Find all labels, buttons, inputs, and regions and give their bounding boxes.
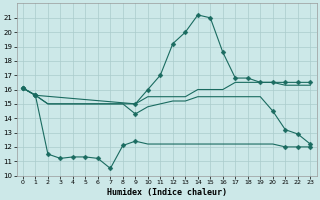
X-axis label: Humidex (Indice chaleur): Humidex (Indice chaleur): [107, 188, 227, 197]
